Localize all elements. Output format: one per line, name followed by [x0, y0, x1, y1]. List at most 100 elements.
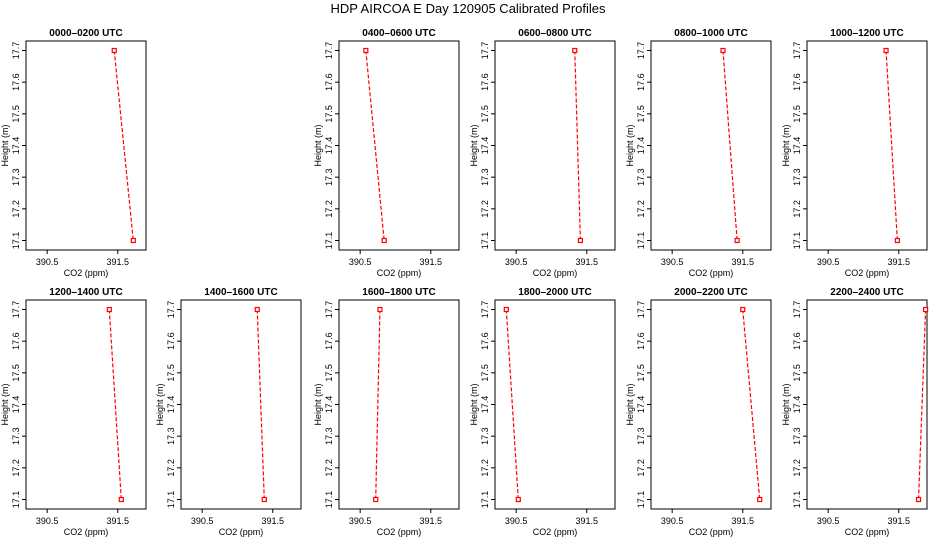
y-tick-label: 17.4 [324, 137, 334, 155]
y-tick-label: 17.6 [11, 332, 21, 350]
data-point [922, 306, 929, 313]
x-tick-label: 390.5 [661, 257, 684, 267]
x-axis-label: CO2 (ppm) [219, 527, 264, 537]
plot-frame [494, 299, 616, 510]
y-axis-label: Height (m) [155, 383, 165, 425]
y-tick-label: 17.4 [324, 396, 334, 414]
y-axis-label: Height (m) [469, 124, 479, 166]
data-point [915, 496, 922, 503]
y-tick-label: 17.6 [480, 73, 490, 91]
y-tick-label: 17.7 [792, 42, 802, 60]
y-tick-label: 17.5 [636, 105, 646, 123]
x-tick-label: 390.5 [817, 516, 840, 526]
y-tick-label: 17.2 [636, 459, 646, 477]
y-tick-label: 17.7 [324, 301, 334, 319]
x-tick-label: 391.5 [575, 516, 598, 526]
x-tick-label: 390.5 [349, 516, 372, 526]
data-point [734, 237, 740, 244]
profile-line [108, 309, 122, 500]
x-tick-label: 390.5 [36, 516, 59, 526]
panel-title: 0400–0600 UTC [362, 28, 435, 39]
y-tick-label: 17.1 [166, 491, 176, 509]
y-tick-label: 17.4 [792, 137, 802, 155]
y-tick-label: 17.6 [636, 332, 646, 350]
x-axis-label: CO2 (ppm) [377, 268, 422, 278]
data-point [373, 496, 379, 503]
y-tick-label: 17.3 [636, 168, 646, 186]
profile-line [256, 309, 265, 500]
y-tick-label: 17.1 [792, 232, 802, 250]
data-point [381, 237, 387, 244]
data-point [577, 237, 584, 244]
y-tick-label: 17.6 [324, 332, 334, 350]
panel-title: 1400–1600 UTC [204, 287, 277, 298]
y-tick-label: 17.7 [480, 42, 490, 60]
y-axis-label: Height (m) [0, 383, 10, 425]
y-axis-label: Height (m) [625, 124, 635, 166]
y-tick-label: 17.7 [324, 42, 334, 60]
y-tick-label: 17.5 [11, 105, 21, 123]
y-axis-label: Height (m) [781, 383, 791, 425]
y-tick-label: 17.7 [11, 301, 21, 319]
x-tick-label: 391.5 [887, 257, 910, 267]
y-tick-label: 17.1 [480, 232, 490, 250]
y-tick-label: 17.3 [11, 168, 21, 186]
x-tick-label: 391.5 [106, 257, 129, 267]
y-tick-label: 17.2 [636, 200, 646, 218]
data-point [111, 47, 117, 54]
profile-line [885, 50, 898, 241]
y-tick-label: 17.1 [636, 491, 646, 509]
data-point [118, 496, 124, 503]
data-point [894, 237, 900, 244]
y-tick-label: 17.1 [792, 491, 802, 509]
plot-frame [494, 40, 616, 251]
plot-frame [806, 299, 928, 510]
y-tick-label: 17.4 [636, 396, 646, 414]
x-axis-label: CO2 (ppm) [533, 527, 578, 537]
panel-title: 1000–1200 UTC [830, 28, 903, 39]
x-tick-label: 391.5 [261, 516, 284, 526]
panel-title: 2000–2200 UTC [674, 287, 747, 298]
data-point [720, 47, 726, 54]
y-tick-label: 17.4 [636, 137, 646, 155]
y-tick-label: 17.5 [324, 105, 334, 123]
data-point [377, 306, 383, 313]
plot-frame [338, 40, 460, 251]
y-tick-label: 17.4 [480, 396, 490, 414]
data-point [883, 47, 889, 54]
panel-title: 2200–2400 UTC [830, 287, 903, 298]
y-tick-label: 17.6 [11, 73, 21, 91]
y-tick-label: 17.2 [792, 459, 802, 477]
y-tick-label: 17.6 [792, 332, 802, 350]
y-tick-label: 17.5 [480, 364, 490, 382]
y-tick-label: 17.7 [11, 42, 21, 60]
x-axis-label: CO2 (ppm) [845, 527, 890, 537]
y-tick-label: 17.3 [636, 427, 646, 445]
y-axis-label: Height (m) [313, 124, 323, 166]
profile-line [113, 50, 134, 241]
y-tick-label: 17.3 [324, 427, 334, 445]
y-tick-label: 17.3 [480, 168, 490, 186]
y-tick-label: 17.2 [480, 459, 490, 477]
y-tick-label: 17.5 [166, 364, 176, 382]
panel-title: 1800–2000 UTC [518, 287, 591, 298]
y-tick-label: 17.2 [166, 459, 176, 477]
x-tick-label: 390.5 [661, 516, 684, 526]
profile-line [365, 50, 385, 241]
x-tick-label: 390.5 [349, 257, 372, 267]
plot-frame [338, 299, 460, 510]
y-tick-label: 17.5 [636, 364, 646, 382]
plot-frame [650, 40, 772, 251]
y-tick-label: 17.2 [11, 459, 21, 477]
x-axis-label: CO2 (ppm) [689, 268, 734, 278]
x-tick-label: 391.5 [575, 257, 598, 267]
x-tick-label: 391.5 [106, 516, 129, 526]
panel-title: 0600–0800 UTC [518, 28, 591, 39]
plot-frame [25, 299, 147, 510]
